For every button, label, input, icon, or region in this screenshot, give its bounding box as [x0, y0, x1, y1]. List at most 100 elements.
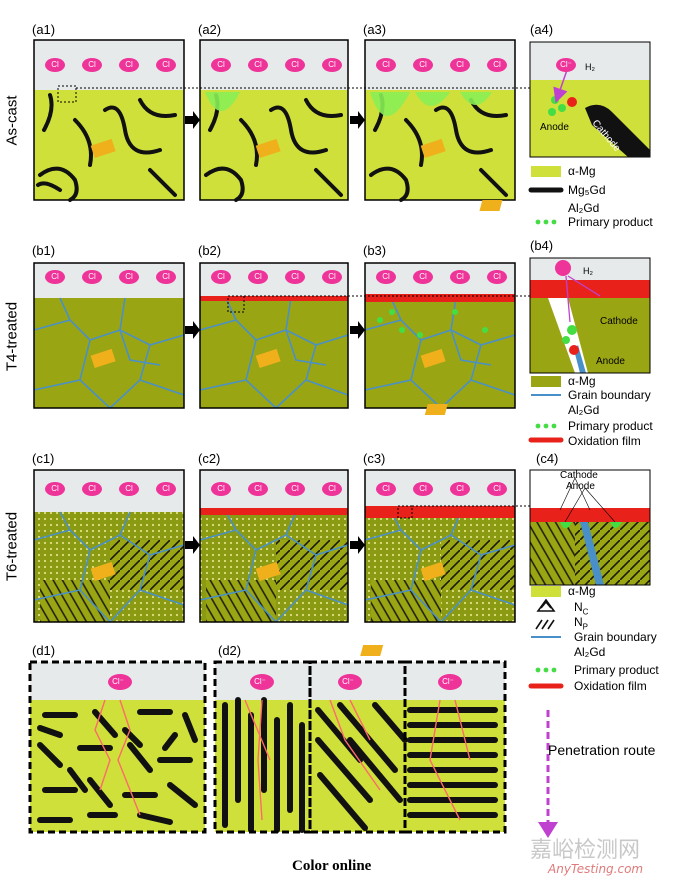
legend-b-al2gd: Al₂Gd	[568, 403, 600, 417]
legend-b-product: Primary product	[568, 419, 653, 433]
panel-a1	[33, 39, 185, 202]
arrow-a1-a2	[185, 111, 200, 129]
chloride-ion: Cl	[322, 270, 342, 284]
chloride-ion: Cl	[156, 270, 176, 284]
panel-label-b4: (b4)	[530, 238, 554, 253]
legend-a-mg5gd: Mg₅Gd	[568, 183, 606, 197]
panel-b4	[529, 257, 651, 374]
chloride-ion: Cl	[45, 270, 65, 284]
chloride-ion: Cl	[450, 58, 470, 72]
chloride-ion-d2a: Cl⁻	[254, 677, 266, 686]
chloride-ion: Cl	[487, 58, 507, 72]
chloride-ion: Cl	[45, 58, 65, 72]
panel-label-b3: (b3)	[363, 243, 387, 258]
chloride-ion: Cl	[248, 270, 268, 284]
cathode-label-c4: Cathode	[560, 470, 598, 481]
chloride-ion: Cl	[285, 270, 305, 284]
watermark-cn: 嘉峪检测网	[530, 838, 641, 863]
chloride-ion: Cl	[82, 482, 102, 496]
panel-label-b2: (b2)	[198, 243, 222, 258]
row-c	[33, 469, 651, 623]
panel-label-d2: (d2)	[218, 643, 242, 658]
row-b	[33, 257, 651, 409]
panel-b1	[33, 262, 185, 409]
chloride-ion: Cl	[450, 482, 470, 496]
legend-c-nc: NC	[574, 600, 589, 617]
chloride-ion: Cl	[413, 482, 433, 496]
chloride-ion: Cl	[156, 58, 176, 72]
anode-label-b4: Anode	[596, 356, 625, 367]
chloride-ion: Cl	[82, 270, 102, 284]
panel-d2	[213, 660, 507, 834]
anode-label-a4: Anode	[540, 122, 569, 133]
chloride-ion: Cl	[211, 482, 231, 496]
legend-c-gb: Grain boundary	[574, 630, 657, 644]
chloride-ion: Cl	[119, 482, 139, 496]
legend-a-mg: α-Mg	[568, 164, 596, 178]
watermark-en: AnyTesting.com	[548, 862, 644, 876]
chloride-ion: Cl	[413, 58, 433, 72]
legend-b-swatches	[424, 376, 564, 443]
chloride-ion: Cl	[248, 482, 268, 496]
panel-b3	[364, 262, 516, 409]
panel-c2	[199, 469, 349, 623]
chloride-ion-large: Cl⁻	[556, 58, 576, 72]
panel-label-a3: (a3)	[363, 22, 387, 37]
legend-c-product: Primary product	[574, 663, 659, 677]
legend-b-gb: Grain boundary	[568, 388, 651, 402]
chloride-ion: Cl	[376, 58, 396, 72]
legend-b-mg: α-Mg	[568, 374, 596, 388]
panel-label-c3: (c3)	[363, 451, 386, 466]
penetration-arrowhead	[538, 822, 558, 838]
penetration-route-label: Penetration route	[548, 742, 656, 758]
h2-label-b4: H₂	[583, 266, 593, 276]
legend-c-al2gd: Al₂Gd	[574, 645, 606, 659]
panel-label-c2: (c2)	[198, 451, 221, 466]
chloride-ion-d2c: Cl⁻	[442, 677, 454, 686]
panel-c1	[33, 469, 185, 623]
chloride-ion: Cl	[487, 482, 507, 496]
arrow-c1-c2	[185, 536, 200, 554]
chloride-ion: Cl	[376, 270, 396, 284]
legend-a-product: Primary product	[568, 215, 653, 229]
chloride-ion: Cl	[285, 58, 305, 72]
legend-c-np: NP	[574, 615, 589, 632]
panel-a4	[529, 41, 651, 158]
chloride-ion-d1: Cl⁻	[112, 677, 124, 686]
panel-a3	[364, 39, 516, 202]
chloride-ion: Cl	[487, 270, 507, 284]
chloride-ion: Cl	[45, 482, 65, 496]
chloride-ion: Cl	[156, 482, 176, 496]
legend-a-al2gd: Al₂Gd	[568, 201, 600, 215]
panel-label-a4: (a4)	[530, 22, 554, 37]
row-label-t6: T6-treated	[3, 511, 21, 582]
legend-c-swatches	[360, 586, 564, 689]
legend-c-mg: α-Mg	[568, 584, 596, 598]
chloride-ion: Cl	[82, 58, 102, 72]
chloride-ion: Cl	[413, 270, 433, 284]
chloride-ion: Cl	[119, 270, 139, 284]
chloride-ion: Cl	[211, 58, 231, 72]
panel-label-a1: (a1)	[32, 22, 56, 37]
chloride-ion: Cl	[119, 58, 139, 72]
arrow-a2-a3	[350, 111, 365, 129]
panel-label-a2: (a2)	[198, 22, 222, 37]
figure-caption: Color online	[292, 858, 372, 874]
chloride-ion: Cl	[285, 482, 305, 496]
cathode-label-b4: Cathode	[600, 316, 638, 327]
legend-c-film: Oxidation film	[574, 679, 647, 693]
panel-label-c4: (c4)	[536, 451, 559, 466]
panel-b2	[199, 262, 349, 409]
anode-label-c4: Anode	[566, 481, 595, 492]
chloride-ion: Cl	[211, 270, 231, 284]
panel-d1	[28, 660, 207, 834]
panel-label-c1: (c1)	[32, 451, 55, 466]
chloride-ion: Cl	[322, 482, 342, 496]
legend-a-swatches	[479, 166, 564, 225]
chloride-ion: Cl	[450, 270, 470, 284]
row-label-t4: T4-treated	[3, 301, 21, 372]
legend-b-film: Oxidation film	[568, 434, 641, 448]
row-label-as-cast: As-cast	[3, 95, 21, 146]
panel-c4	[529, 469, 651, 586]
